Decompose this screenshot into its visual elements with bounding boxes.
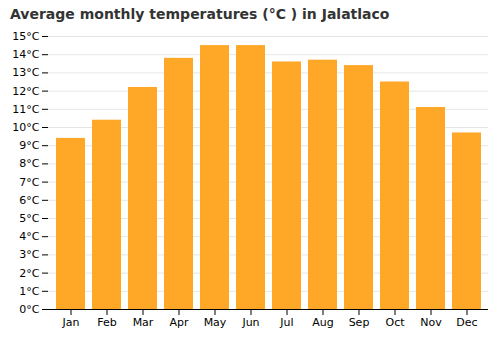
svg-text:8°C: 8°C [19,157,39,170]
svg-text:10°C: 10°C [12,121,39,134]
html-text:Average monthly temperatures (: Average monthly temperatures (°C ) in Ja… [10,6,390,22]
svg-text:1°C: 1°C [19,285,39,298]
svg-text:Nov: Nov [420,316,442,329]
svg-text:3°C: 3°C [19,248,39,261]
svg-text:Jun: Jun [241,316,259,329]
svg-text:Aug: Aug [312,316,333,329]
svg-text:13°C: 13°C [12,66,39,79]
svg-text:7°C: 7°C [19,176,39,189]
svg-text:14°C: 14°C [12,48,39,61]
svg-text:6°C: 6°C [19,194,39,207]
svg-text:Jul: Jul [279,316,293,329]
svg-text:Dec: Dec [456,316,477,329]
svg-text:Sep: Sep [349,316,370,329]
svg-text:11°C: 11°C [12,103,39,116]
svg-text:2°C: 2°C [19,267,39,280]
svg-text:Mar: Mar [133,316,154,329]
svg-text:May: May [204,316,227,329]
svg-text:Feb: Feb [97,316,116,329]
svg-text:15°C: 15°C [12,30,39,43]
svg-text:Oct: Oct [385,316,405,329]
svg-text:Jan: Jan [62,316,80,329]
svg-text:0°C: 0°C [19,303,39,316]
svg-text:5°C: 5°C [19,212,39,225]
svg-text:12°C: 12°C [12,85,39,98]
svg-text:4°C: 4°C [19,230,39,243]
svg-text:Apr: Apr [169,316,189,329]
svg-text:9°C: 9°C [19,139,39,152]
